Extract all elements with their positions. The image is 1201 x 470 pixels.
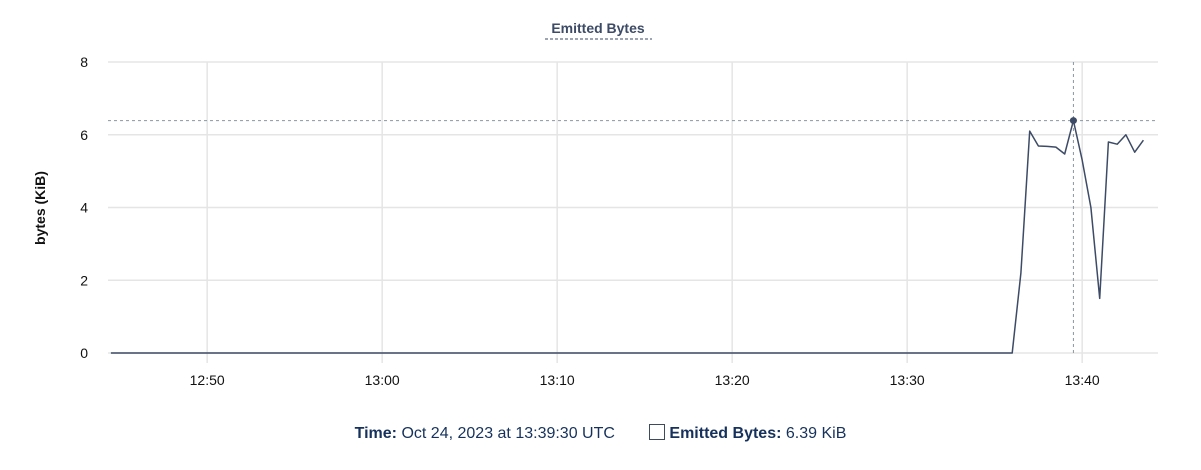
y-tick-label: 4 bbox=[80, 200, 88, 216]
y-axis-label: bytes (KiB) bbox=[32, 171, 48, 245]
series-line bbox=[110, 119, 1145, 354]
x-tick-label: 13:20 bbox=[715, 372, 750, 388]
x-tick-label: 13:40 bbox=[1065, 372, 1100, 388]
y-tick-label: 8 bbox=[80, 54, 88, 70]
x-tick-label: 13:30 bbox=[890, 372, 925, 388]
time-label: Time: bbox=[354, 425, 398, 442]
line-chart[interactable]: Emitted Bytes bytes (KiB) 0 2 4 6 8 12:50 13:0… bbox=[0, 0, 1201, 420]
x-tick-label: 13:00 bbox=[365, 372, 400, 388]
y-tick-label: 2 bbox=[80, 272, 88, 288]
series-label: Emitted Bytes: bbox=[669, 425, 782, 442]
chart-title[interactable]: Emitted Bytes bbox=[551, 20, 645, 36]
series-checkbox[interactable] bbox=[649, 424, 666, 440]
hover-tooltip: Time: Oct 24, 2023 at 13:39:30 UTC Emitt… bbox=[0, 424, 1201, 443]
y-tick-label: 0 bbox=[80, 345, 88, 361]
series-value: 6.39 KiB bbox=[785, 425, 847, 442]
x-tick-label: 12:50 bbox=[190, 372, 225, 388]
x-tick-label: 13:10 bbox=[540, 372, 575, 388]
time-value: Oct 24, 2023 at 13:39:30 UTC bbox=[401, 425, 615, 442]
hover-point[interactable] bbox=[1069, 117, 1077, 125]
y-tick-label: 6 bbox=[80, 127, 88, 143]
